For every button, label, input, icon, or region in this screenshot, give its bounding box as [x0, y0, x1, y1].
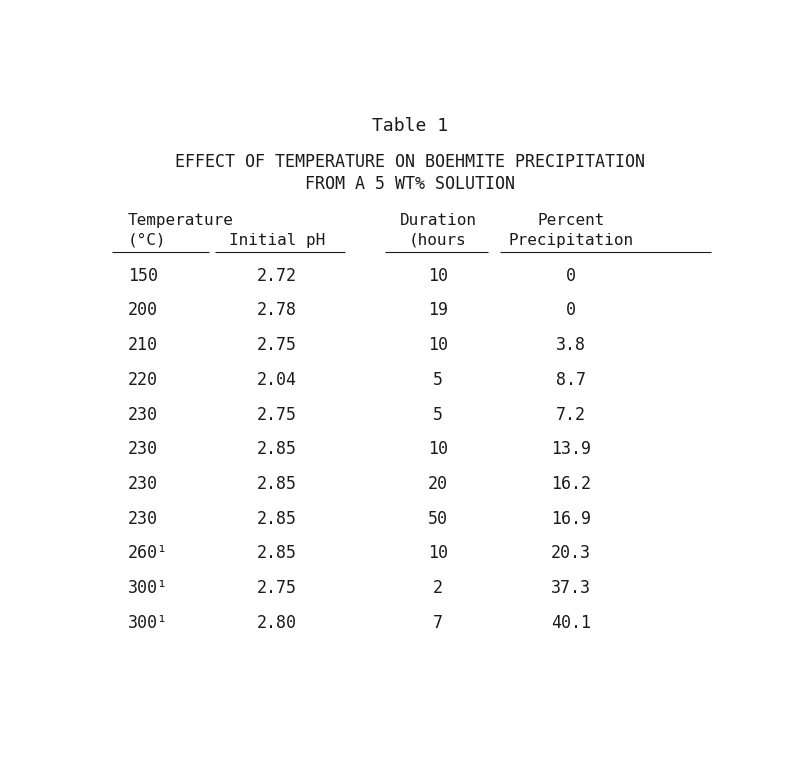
Text: 2: 2	[433, 579, 443, 597]
Text: 50: 50	[428, 510, 448, 528]
Text: 5: 5	[433, 371, 443, 388]
Text: 20.3: 20.3	[551, 545, 591, 563]
Text: 8.7: 8.7	[556, 371, 586, 388]
Text: 13.9: 13.9	[551, 441, 591, 458]
Text: 40.1: 40.1	[551, 614, 591, 632]
Text: 2.75: 2.75	[257, 579, 297, 597]
Text: 230: 230	[128, 441, 158, 458]
Text: 2.85: 2.85	[257, 510, 297, 528]
Text: 200: 200	[128, 301, 158, 319]
Text: 150: 150	[128, 267, 158, 284]
Text: 2.85: 2.85	[257, 441, 297, 458]
Text: FROM A 5 WT% SOLUTION: FROM A 5 WT% SOLUTION	[305, 175, 515, 193]
Text: 230: 230	[128, 406, 158, 423]
Text: 230: 230	[128, 475, 158, 493]
Text: 0: 0	[566, 301, 576, 319]
Text: 10: 10	[428, 267, 448, 284]
Text: 300¹: 300¹	[128, 614, 168, 632]
Text: 10: 10	[428, 336, 448, 354]
Text: 37.3: 37.3	[551, 579, 591, 597]
Text: 10: 10	[428, 441, 448, 458]
Text: 2.04: 2.04	[257, 371, 297, 388]
Text: 2.72: 2.72	[257, 267, 297, 284]
Text: (°C): (°C)	[128, 233, 166, 248]
Text: 7: 7	[433, 614, 443, 632]
Text: Duration: Duration	[399, 213, 477, 228]
Text: 2.75: 2.75	[257, 406, 297, 423]
Text: 2.85: 2.85	[257, 545, 297, 563]
Text: 220: 220	[128, 371, 158, 388]
Text: 5: 5	[433, 406, 443, 423]
Text: 210: 210	[128, 336, 158, 354]
Text: Percent: Percent	[538, 213, 605, 228]
Text: 3.8: 3.8	[556, 336, 586, 354]
Text: 19: 19	[428, 301, 448, 319]
Text: 2.80: 2.80	[257, 614, 297, 632]
Text: Initial pH: Initial pH	[229, 233, 325, 248]
Text: Precipitation: Precipitation	[509, 233, 634, 248]
Text: 2.75: 2.75	[257, 336, 297, 354]
Text: 7.2: 7.2	[556, 406, 586, 423]
Text: EFFECT OF TEMPERATURE ON BOEHMITE PRECIPITATION: EFFECT OF TEMPERATURE ON BOEHMITE PRECIP…	[175, 153, 645, 171]
Text: 10: 10	[428, 545, 448, 563]
Text: 16.2: 16.2	[551, 475, 591, 493]
Text: (hours: (hours	[409, 233, 466, 248]
Text: 230: 230	[128, 510, 158, 528]
Text: 2.85: 2.85	[257, 475, 297, 493]
Text: 260¹: 260¹	[128, 545, 168, 563]
Text: 300¹: 300¹	[128, 579, 168, 597]
Text: Table 1: Table 1	[372, 117, 448, 135]
Text: 20: 20	[428, 475, 448, 493]
Text: 16.9: 16.9	[551, 510, 591, 528]
Text: 0: 0	[566, 267, 576, 284]
Text: Temperature: Temperature	[128, 213, 234, 228]
Text: 2.78: 2.78	[257, 301, 297, 319]
